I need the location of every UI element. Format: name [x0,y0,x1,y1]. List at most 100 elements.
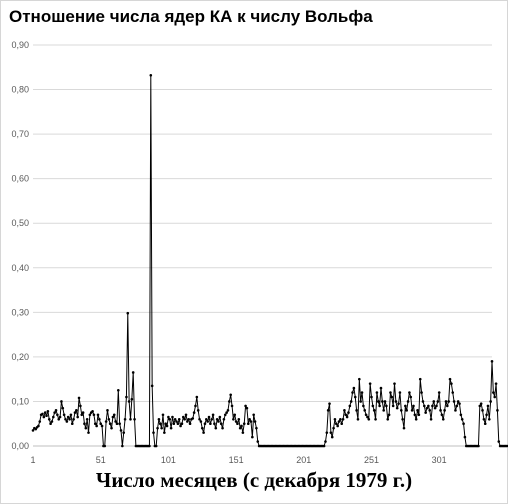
data-point [366,415,369,419]
data-point [390,395,394,399]
data-point [43,411,47,414]
data-point [446,404,449,408]
data-point [253,420,257,423]
data-point [401,417,404,421]
data-point [110,426,113,430]
data-point [114,420,117,423]
data-point [462,422,465,426]
data-point [158,422,162,426]
data-point [395,406,399,410]
data-point [84,426,88,430]
data-point [356,417,360,421]
data-point [351,391,354,394]
data-point [183,417,186,421]
data-point [222,417,226,421]
data-point [441,417,445,421]
data-point [383,400,387,403]
data-point [115,422,119,426]
data-point [492,391,495,394]
x-tick-label: 1 [30,455,35,465]
data-point [79,404,82,408]
data-point [322,444,326,448]
data-point [359,400,362,403]
data-point [81,411,85,414]
data-point [409,395,413,399]
series-line-0 [32,74,508,447]
data-point [433,406,437,410]
data-point [76,415,79,419]
data-point [186,420,189,423]
data-point [345,415,349,419]
data-point [486,404,490,408]
data-point [191,417,195,420]
data-point [237,417,241,421]
data-point [160,426,163,430]
data-point [93,422,97,426]
data-point [196,409,200,412]
x-tick-labels: 1 51 101 151 201 251 301 [30,455,446,465]
data-point [325,431,329,434]
data-point [454,409,457,412]
data-point [80,413,84,417]
data-point [463,435,467,439]
data-point [223,413,227,417]
data-point [458,402,461,405]
data-point [92,413,96,417]
data-point [57,417,61,421]
data-point [255,426,258,430]
data-point [493,395,497,399]
data-point [347,411,350,414]
data-point [200,426,204,430]
data-point [50,420,54,423]
data-point [364,413,368,417]
data-point [99,422,102,426]
data-point [152,431,155,434]
data-point [66,415,70,419]
data-point [177,417,181,421]
data-point [107,417,111,421]
data-point [399,409,403,412]
data-point [194,404,197,408]
data-point [443,409,446,412]
data-point [169,426,173,430]
data-point [111,415,115,419]
data-point [479,402,483,405]
data-point [203,422,207,426]
data-point [85,417,89,421]
data-point [72,417,75,421]
x-tick-label: 151 [229,455,244,465]
data-point [49,422,52,426]
data-point [455,404,459,408]
data-point [88,413,92,417]
data-point [104,420,108,423]
data-point [478,404,482,408]
data-point [349,400,353,403]
data-point [329,431,333,434]
data-point [487,417,491,421]
y-tick-label: 0,40 [11,263,29,273]
data-point [209,422,212,426]
data-point [60,400,63,403]
data-point [156,426,159,430]
data-point [54,409,58,412]
data-point [165,424,169,428]
data-point [157,417,161,421]
data-point [410,409,414,412]
data-point [482,417,486,421]
data-point [64,417,67,421]
data-point [241,431,245,434]
data-point [118,422,121,426]
data-point [360,391,364,394]
x-tick-label: 51 [96,455,106,465]
data-point [412,404,415,408]
data-point [42,415,46,419]
data-point [181,415,185,419]
x-axis-label: Число месяцев (с декабря 1979 г.) [95,468,413,492]
data-point [52,415,55,419]
y-tick-labels: 0,00 0,10 0,20 0,30 0,40 0,50 0,60 0,70 0,80 0,90 [11,40,29,451]
data-point [483,422,487,426]
data-point [215,417,219,421]
data-point [234,420,238,423]
data-point [202,431,205,434]
